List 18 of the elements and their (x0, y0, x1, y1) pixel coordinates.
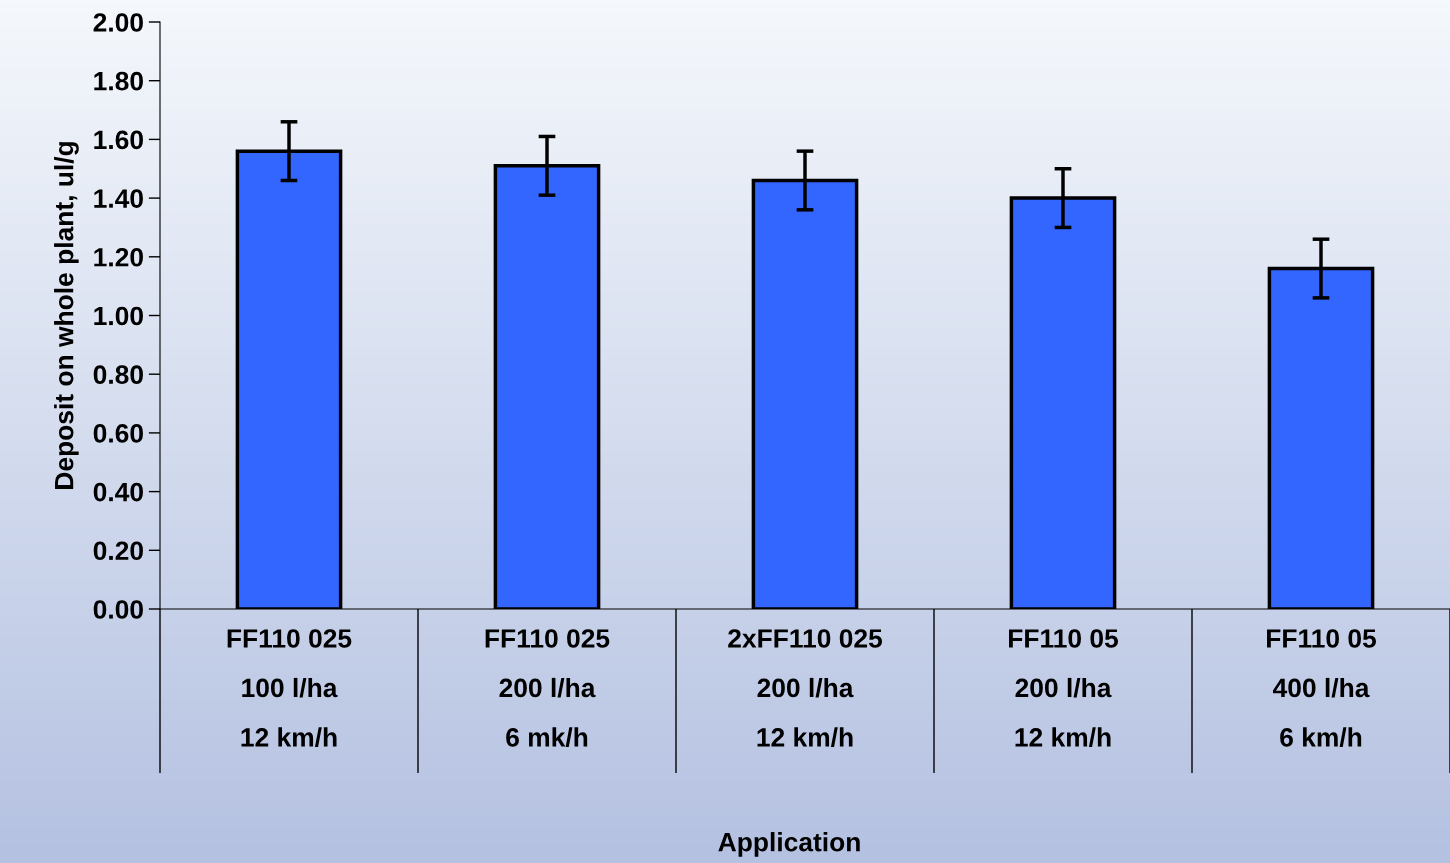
y-tick-label: 1.00 (94, 306, 143, 326)
x-tick-label: 2xFF110 025 200 l/ha 12 km/h (728, 629, 883, 748)
y-tick-label: 2.00 (93, 13, 143, 32)
x-tick-label: FF110 05 400 l/ha 6 km/h (1267, 629, 1377, 748)
y-tick-label: 0.20 (93, 541, 143, 561)
x-tick-label: FF110 05 200 l/ha 12 km/h (1009, 629, 1119, 748)
y-tick-label: 0.60 (93, 424, 143, 443)
y-tick-label: 0.40 (93, 482, 143, 502)
y-tick-label: 0.00 (93, 600, 143, 619)
y-tick-label: 1.20 (94, 247, 143, 267)
y-axis-title: Deposit on whole plant, ul/g (54, 142, 79, 489)
y-tick-label: 1.80 (94, 71, 143, 91)
y-tick-label: 0.80 (93, 365, 143, 385)
x-tick-label: FF110 025 200 l/ha 6 mk/h (485, 629, 610, 748)
y-tick-label: 1.40 (94, 189, 143, 208)
x-axis-title: Application (718, 832, 860, 857)
y-tick-label: 1.60 (94, 130, 143, 150)
x-tick-label: FF110 025 100 l/ha 12 km/h (227, 629, 352, 748)
